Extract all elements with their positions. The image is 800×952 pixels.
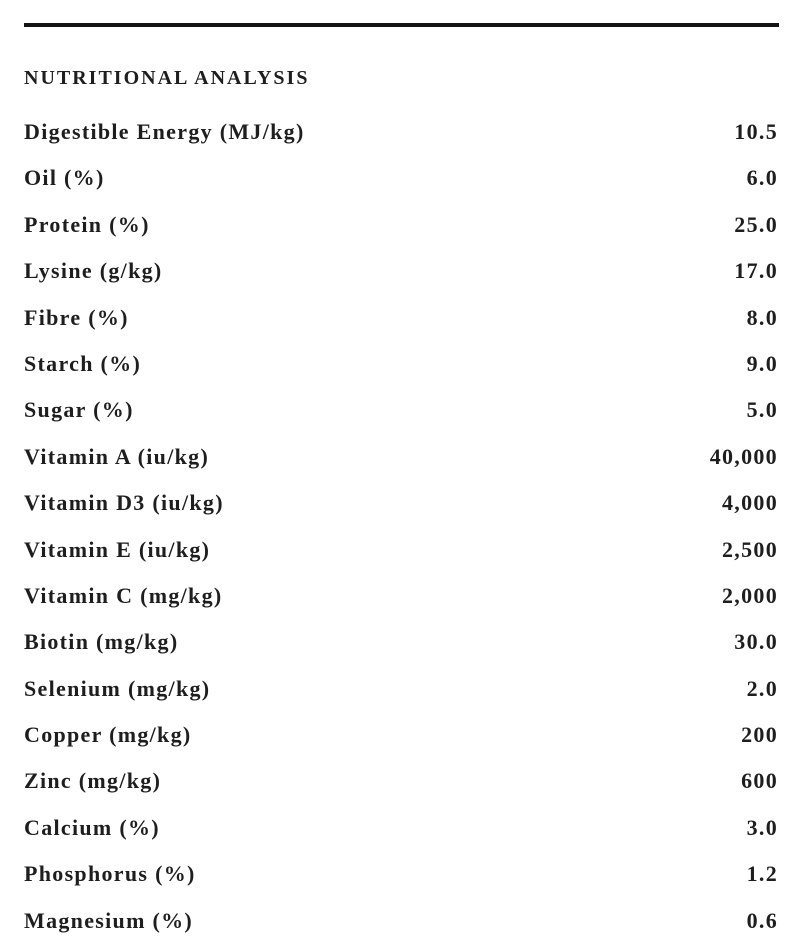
nutrient-label: Vitamin D3 (iu/kg) [24,490,224,516]
nutrient-value: 4,000 [722,490,778,516]
table-row: Starch (%) 9.0 [24,349,778,395]
nutrient-label: Fibre (%) [24,304,129,330]
table-row: Phosphorus (%) 1.2 [24,859,778,905]
nutrient-label: Phosphorus (%) [24,861,196,887]
nutrient-label: Starch (%) [24,350,142,376]
nutrient-value: 40,000 [709,443,778,469]
nutrient-value: 2,000 [722,582,778,608]
nutrient-value: 17.0 [734,258,778,284]
nutrient-label: Selenium (mg/kg) [24,675,211,701]
nutrient-label: Vitamin A (iu/kg) [24,443,210,469]
table-row: Vitamin E (iu/kg) 2,500 [24,535,778,581]
nutrient-value: 2.0 [746,675,778,701]
table-row: Calcium (%) 3.0 [24,813,778,859]
nutrient-label: Sugar (%) [24,397,134,423]
nutrient-value: 6.0 [746,165,778,191]
nutrient-value: 9.0 [746,350,778,376]
table-row: Fibre (%) 8.0 [24,303,778,349]
nutrient-value: 30.0 [734,629,778,655]
nutrient-label: Lysine (g/kg) [24,258,163,284]
nutrient-label: Calcium (%) [24,814,160,840]
nutrient-value: 10.5 [734,119,778,144]
nutrient-value: 8.0 [746,304,778,330]
top-rule [24,23,779,27]
nutrient-label: Oil (%) [24,165,105,191]
nutrient-label: Digestible Energy (MJ/kg) [24,119,305,144]
nutrient-value: 200 [741,722,778,748]
nutrient-value: 25.0 [734,211,778,237]
table-row: Lysine (g/kg) 17.0 [24,256,778,302]
nutrient-label: Protein (%) [24,211,150,237]
nutrient-label: Vitamin C (mg/kg) [24,582,223,608]
nutrition-table: Digestible Energy (MJ/kg) 10.5 Oil (%) 6.0 P… [24,117,778,952]
nutrient-value: 2,500 [722,536,778,562]
nutrient-label: Zinc (mg/kg) [24,768,162,794]
table-row: Sugar (%) 5.0 [24,395,778,441]
nutrient-value: 600 [741,768,778,794]
table-row: Magnesium (%) 0.6 [24,906,778,952]
table-row: Oil (%) 6.0 [24,163,778,209]
nutrient-label: Biotin (mg/kg) [24,629,179,655]
nutrient-label: Vitamin E (iu/kg) [24,536,211,562]
table-row: Protein (%) 25.0 [24,210,778,256]
table-row: Copper (mg/kg) 200 [24,720,778,766]
nutrient-value: 3.0 [746,814,778,840]
nutrient-value: 5.0 [746,397,778,423]
nutrient-value: 1.2 [746,861,778,887]
table-row: Zinc (mg/kg) 600 [24,766,778,812]
table-row: Digestible Energy (MJ/kg) 10.5 [24,117,778,163]
nutrient-value: 0.6 [746,907,778,933]
nutrient-label: Magnesium (%) [24,907,194,933]
nutrient-label: Copper (mg/kg) [24,722,192,748]
table-row: Vitamin A (iu/kg) 40,000 [24,442,778,488]
table-row: Biotin (mg/kg) 30.0 [24,627,778,673]
section-title: NUTRITIONAL ANALYSIS [24,67,310,89]
table-row: Vitamin C (mg/kg) 2,000 [24,581,778,627]
table-row: Selenium (mg/kg) 2.0 [24,674,778,720]
table-row: Vitamin D3 (iu/kg) 4,000 [24,488,778,534]
